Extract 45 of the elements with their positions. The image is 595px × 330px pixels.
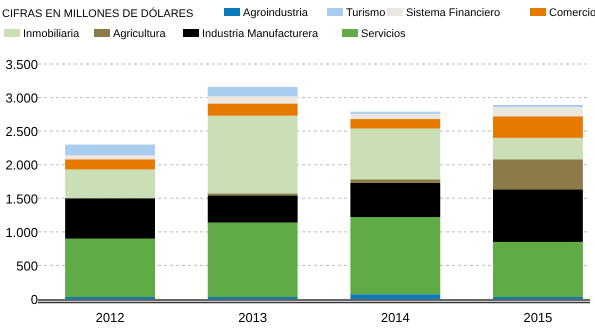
legend-label: Turismo: [346, 7, 386, 19]
chart-title: CIFRAS EN MILLONES DE DÓLARES: [2, 7, 194, 20]
x-tick-label: 2013: [238, 310, 268, 325]
y-tick-label: 0: [30, 292, 38, 307]
x-tick-label: 2012: [96, 310, 125, 325]
bar: [65, 198, 155, 239]
legend-label: Inmobiliaria: [23, 28, 80, 40]
bar: [350, 128, 440, 180]
x-tick-label: 2014: [380, 310, 410, 325]
y-tick-label: 3.500: [5, 57, 38, 72]
bar: [350, 179, 440, 183]
bar: [493, 106, 583, 116]
y-tick-label: 2.500: [5, 124, 38, 140]
y-tick-label: 1.000: [5, 224, 38, 240]
bar: [493, 242, 583, 297]
bar: [208, 116, 298, 194]
bar: [350, 119, 440, 128]
bar: [65, 144, 155, 156]
bar: [208, 86, 298, 96]
legend-label: Servicios: [361, 28, 406, 40]
bar: [208, 104, 298, 116]
legend-label: Agricultura: [113, 28, 166, 40]
bar: [65, 159, 155, 170]
bar: [208, 196, 298, 222]
bar: [208, 222, 298, 297]
bar: [493, 190, 583, 242]
legend-label: Industria Manufacturera: [202, 28, 320, 40]
legend-label: Sistema Financiero: [406, 7, 500, 19]
bar: [350, 217, 440, 294]
legend-label: Agroindustria: [243, 7, 309, 19]
bar: [208, 96, 298, 104]
bar: [493, 159, 583, 190]
bar: [350, 294, 440, 299]
bar: [65, 155, 155, 160]
bar: [350, 182, 440, 218]
y-tick-label: 500: [16, 258, 38, 274]
y-tick-label: 2.000: [5, 158, 38, 173]
bar: [493, 116, 583, 138]
bar: [65, 238, 155, 297]
bar: [350, 114, 440, 120]
y-tick-label: 1.500: [5, 191, 38, 206]
bar: [65, 169, 155, 198]
bar: [493, 138, 583, 160]
x-tick-label: 2015: [523, 310, 552, 325]
y-tick-label: 3.000: [5, 90, 38, 106]
